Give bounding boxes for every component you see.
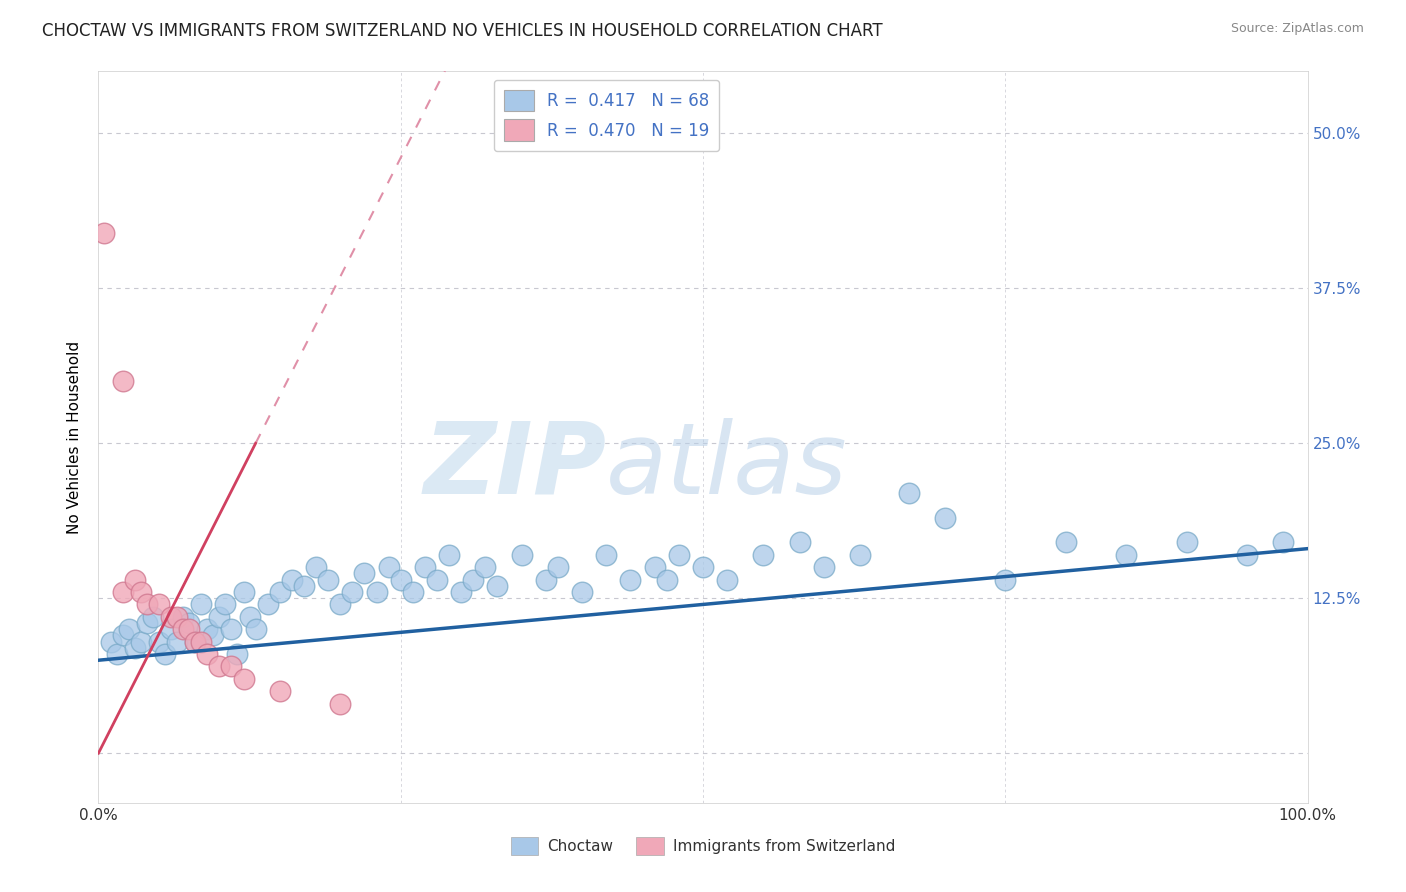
- Point: [105, 647, 128, 661]
- Point: [221, 622, 243, 636]
- Point: [214, 598, 236, 612]
- Point: [716, 573, 738, 587]
- Point: [111, 374, 134, 388]
- Point: [463, 573, 485, 587]
- Text: Source: ZipAtlas.com: Source: ZipAtlas.com: [1230, 22, 1364, 36]
- Point: [377, 560, 399, 574]
- Point: [426, 573, 449, 587]
- Point: [668, 548, 690, 562]
- Point: [474, 560, 496, 574]
- Point: [124, 640, 146, 655]
- Point: [655, 573, 678, 587]
- Legend: Choctaw, Immigrants from Switzerland: Choctaw, Immigrants from Switzerland: [505, 831, 901, 861]
- Point: [897, 486, 920, 500]
- Point: [402, 585, 425, 599]
- Point: [571, 585, 593, 599]
- Point: [342, 585, 364, 599]
- Point: [111, 585, 134, 599]
- Point: [1272, 535, 1295, 549]
- Point: [232, 672, 254, 686]
- Point: [100, 634, 122, 648]
- Point: [245, 622, 267, 636]
- Point: [329, 697, 352, 711]
- Point: [316, 573, 339, 587]
- Point: [413, 560, 436, 574]
- Point: [190, 634, 212, 648]
- Point: [366, 585, 388, 599]
- Point: [208, 659, 231, 673]
- Point: [329, 598, 352, 612]
- Point: [644, 560, 666, 574]
- Point: [142, 610, 165, 624]
- Point: [135, 615, 157, 630]
- Point: [184, 634, 207, 648]
- Point: [619, 573, 641, 587]
- Point: [849, 548, 872, 562]
- Point: [172, 610, 194, 624]
- Text: ZIP: ZIP: [423, 417, 606, 515]
- Point: [129, 585, 152, 599]
- Point: [111, 628, 134, 642]
- Point: [166, 634, 188, 648]
- Point: [208, 610, 231, 624]
- Point: [813, 560, 835, 574]
- Point: [510, 548, 533, 562]
- Point: [1236, 548, 1258, 562]
- Point: [190, 598, 212, 612]
- Point: [437, 548, 460, 562]
- Point: [1054, 535, 1077, 549]
- Point: [232, 585, 254, 599]
- Point: [160, 610, 183, 624]
- Point: [534, 573, 557, 587]
- Point: [994, 573, 1017, 587]
- Point: [450, 585, 472, 599]
- Point: [1175, 535, 1198, 549]
- Point: [389, 573, 412, 587]
- Point: [179, 615, 201, 630]
- Point: [256, 598, 278, 612]
- Text: atlas: atlas: [606, 417, 848, 515]
- Point: [179, 622, 201, 636]
- Point: [129, 634, 152, 648]
- Point: [595, 548, 617, 562]
- Point: [486, 579, 509, 593]
- Point: [124, 573, 146, 587]
- Point: [547, 560, 569, 574]
- Y-axis label: No Vehicles in Household: No Vehicles in Household: [67, 341, 83, 533]
- Point: [93, 226, 115, 240]
- Point: [118, 622, 141, 636]
- Point: [148, 598, 170, 612]
- Point: [934, 510, 956, 524]
- Point: [202, 628, 225, 642]
- Point: [239, 610, 262, 624]
- Point: [353, 566, 375, 581]
- Point: [789, 535, 811, 549]
- Point: [305, 560, 328, 574]
- Point: [195, 647, 218, 661]
- Point: [172, 622, 194, 636]
- Point: [269, 585, 291, 599]
- Point: [281, 573, 304, 587]
- Point: [226, 647, 249, 661]
- Text: CHOCTAW VS IMMIGRANTS FROM SWITZERLAND NO VEHICLES IN HOUSEHOLD CORRELATION CHAR: CHOCTAW VS IMMIGRANTS FROM SWITZERLAND N…: [42, 22, 883, 40]
- Point: [195, 622, 218, 636]
- Point: [269, 684, 291, 698]
- Point: [1115, 548, 1137, 562]
- Point: [752, 548, 775, 562]
- Point: [160, 622, 183, 636]
- Point: [166, 610, 188, 624]
- Point: [184, 634, 207, 648]
- Point: [148, 634, 170, 648]
- Point: [153, 647, 176, 661]
- Point: [292, 579, 315, 593]
- Point: [135, 598, 157, 612]
- Point: [692, 560, 714, 574]
- Point: [221, 659, 243, 673]
